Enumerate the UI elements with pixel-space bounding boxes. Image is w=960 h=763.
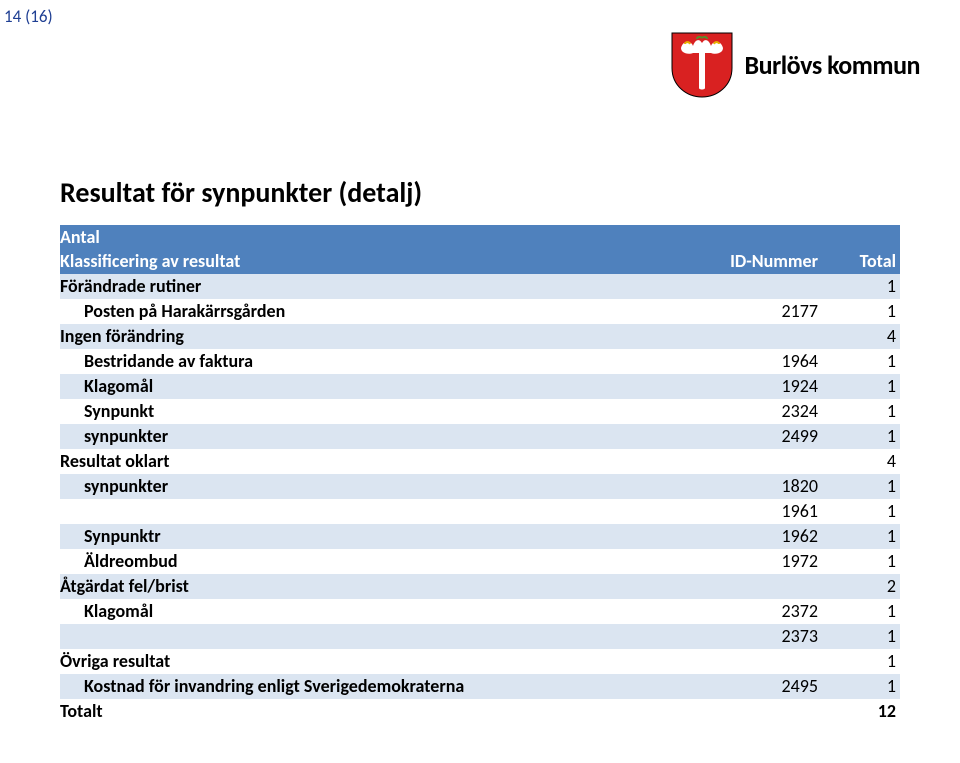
table-row: synpunkter18201 <box>60 474 900 499</box>
row-id: 2177 <box>698 299 826 324</box>
row-id: 1924 <box>698 374 826 399</box>
row-total: 1 <box>826 424 900 449</box>
org-name: Burlövs kommun <box>745 49 920 81</box>
row-label: Bestridande av faktura <box>60 349 698 374</box>
row-total: 1 <box>826 274 900 299</box>
row-label: Klagomål <box>60 374 698 399</box>
table-row: Synpunktr19621 <box>60 524 900 549</box>
table-row: 19611 <box>60 499 900 524</box>
row-label: Synpunktr <box>60 524 698 549</box>
row-id: 2373 <box>698 624 826 649</box>
header-antal: Antal <box>60 225 698 250</box>
col-label: Klassificering av resultat <box>60 249 698 274</box>
table-header-top: Antal <box>60 225 900 249</box>
row-id: 1972 <box>698 549 826 574</box>
row-label: Kostnad för invandring enligt Sverigedem… <box>60 674 698 699</box>
row-label: Övriga resultat <box>60 649 698 674</box>
row-label: Posten på Harakärrsgården <box>60 299 698 324</box>
row-total: 1 <box>826 624 900 649</box>
row-total: 1 <box>826 599 900 624</box>
row-id: 2324 <box>698 399 826 424</box>
table-row: Klagomål19241 <box>60 374 900 399</box>
row-id: 1820 <box>698 474 826 499</box>
row-total: 4 <box>826 324 900 349</box>
grand-total-value: 12 <box>826 699 900 724</box>
row-total: 4 <box>826 449 900 474</box>
row-total: 1 <box>826 299 900 324</box>
row-total: 1 <box>826 549 900 574</box>
row-total: 1 <box>826 674 900 699</box>
row-id: 2372 <box>698 599 826 624</box>
grand-total-label: Totalt <box>60 699 698 724</box>
table-header-cols: Klassificering av resultat ID-Nummer Tot… <box>60 249 900 274</box>
row-label: Klagomål <box>60 599 698 624</box>
row-total: 1 <box>826 524 900 549</box>
table-row: 23731 <box>60 624 900 649</box>
row-total: 1 <box>826 649 900 674</box>
grand-total-row: Totalt 12 <box>60 699 900 724</box>
row-label: Äldreombud <box>60 549 698 574</box>
table-row: Övriga resultat 1 <box>60 649 900 674</box>
row-id: 1964 <box>698 349 826 374</box>
row-label: Resultat oklart <box>60 449 698 474</box>
row-label: synpunkter <box>60 474 698 499</box>
table-row: Synpunkt23241 <box>60 399 900 424</box>
row-total: 1 <box>826 349 900 374</box>
table-row: Ingen förändring 4 <box>60 324 900 349</box>
row-label: synpunkter <box>60 424 698 449</box>
row-total: 2 <box>826 574 900 599</box>
row-id: 2499 <box>698 424 826 449</box>
table-row: Bestridande av faktura19641 <box>60 349 900 374</box>
col-id: ID-Nummer <box>698 249 826 274</box>
result-table: Antal Klassificering av resultat ID-Numm… <box>60 225 900 724</box>
table-row: Resultat oklart 4 <box>60 449 900 474</box>
row-total: 1 <box>826 474 900 499</box>
row-total: 1 <box>826 399 900 424</box>
row-label: Synpunkt <box>60 399 698 424</box>
table-row: Klagomål23721 <box>60 599 900 624</box>
org-header: Burlövs kommun <box>669 30 920 100</box>
table-row: synpunkter24991 <box>60 424 900 449</box>
table-row: Förändrade rutiner 1 <box>60 274 900 299</box>
table-row: Åtgärdat fel/brist 2 <box>60 574 900 599</box>
org-crest-icon <box>669 30 735 100</box>
row-label: Åtgärdat fel/brist <box>60 574 698 599</box>
table-row: Kostnad för invandring enligt Sverigedem… <box>60 674 900 699</box>
row-id: 1962 <box>698 524 826 549</box>
page-number: 14 (16) <box>4 6 53 27</box>
row-id: 1961 <box>698 499 826 524</box>
col-total: Total <box>826 249 900 274</box>
table-row: Posten på Harakärrsgården21771 <box>60 299 900 324</box>
table-row: Äldreombud19721 <box>60 549 900 574</box>
row-id: 2495 <box>698 674 826 699</box>
row-total: 1 <box>826 499 900 524</box>
row-total: 1 <box>826 374 900 399</box>
row-label: Ingen förändring <box>60 324 698 349</box>
row-label: Förändrade rutiner <box>60 274 698 299</box>
page-title: Resultat för synpunkter (detalj) <box>60 175 422 210</box>
